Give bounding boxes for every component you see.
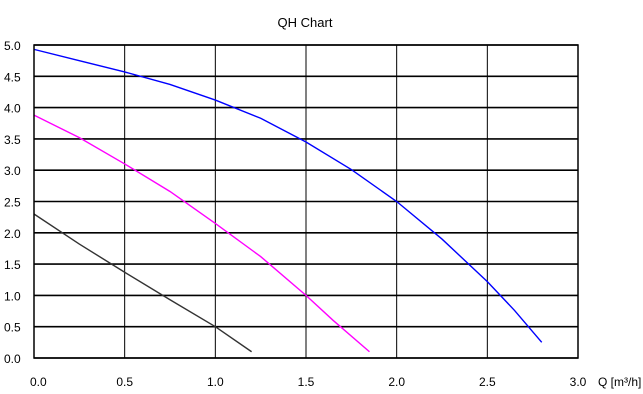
y-tick-label: 4.0	[4, 102, 21, 116]
x-tick-label: 0.5	[116, 375, 133, 389]
series-line-3	[33, 213, 252, 353]
y-tick-label: 2.0	[4, 227, 21, 241]
grid-lines	[33, 44, 579, 359]
y-tick-label: 0.5	[4, 321, 21, 335]
y-tick-label: 4.5	[4, 70, 21, 84]
y-tick-label: 2.5	[4, 196, 21, 210]
series-line-1	[33, 48, 543, 343]
x-tick-labels: 0.0 0.5 1.0 1.5 2.0 2.5 3.0	[30, 375, 587, 389]
y-tick-label: 1.0	[4, 289, 21, 303]
x-tick-label: 2.5	[479, 375, 496, 389]
x-tick-label: 1.5	[298, 375, 315, 389]
y-tick-label: 0.0	[4, 352, 21, 366]
x-tick-label: 0.0	[30, 375, 47, 389]
series-line-2	[33, 114, 370, 353]
y-tick-labels: 0.0 0.5 1.0 1.5 2.0 2.5 3.0 3.5 4.0 4.5 5.0	[4, 39, 21, 366]
x-tick-label: 3.0	[570, 375, 587, 389]
x-axis-label: Q [m³/h]	[598, 375, 641, 389]
x-tick-label: 2.0	[388, 375, 405, 389]
plot-frame	[33, 44, 579, 359]
chart-title: QH Chart	[278, 15, 333, 30]
y-tick-label: 5.0	[4, 39, 21, 53]
y-tick-label: 3.5	[4, 133, 21, 147]
y-tick-label: 3.0	[4, 164, 21, 178]
x-tick-label: 1.0	[207, 375, 224, 389]
y-tick-label: 1.5	[4, 258, 21, 272]
series-lines	[33, 48, 543, 353]
